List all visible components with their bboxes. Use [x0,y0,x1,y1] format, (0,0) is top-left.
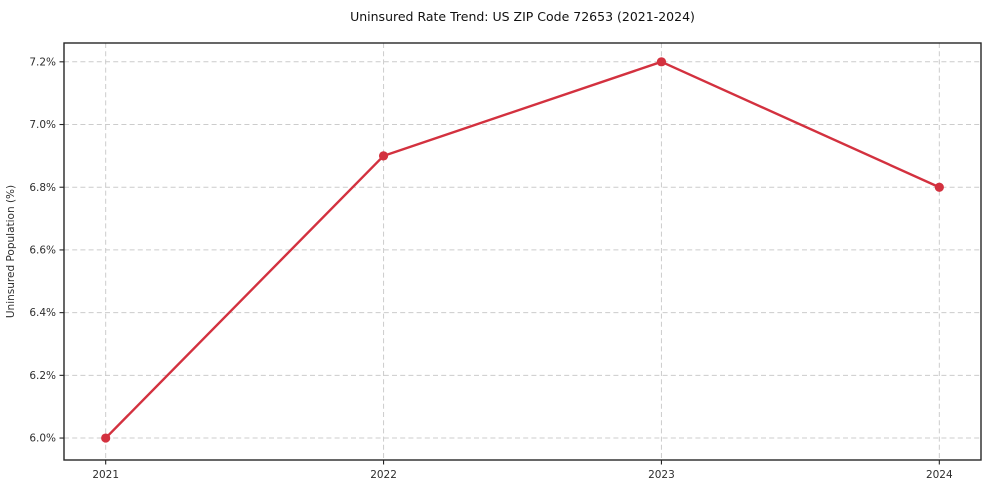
chart-title: Uninsured Rate Trend: US ZIP Code 72653 … [350,9,695,24]
gridlines [64,43,981,460]
data-point-marker [101,433,111,443]
x-tick-label: 2021 [92,469,119,481]
data-point-marker [934,182,944,192]
y-tick-label: 7.0% [29,119,56,131]
trend-line [104,60,941,440]
axis-ticks: 6.0% 6.2% 6.4% 6.6% 6.8% 7.0% 7.2% 2021 2022 2023… [29,56,953,481]
y-tick-label: 6.8% [29,182,56,194]
x-tick-label: 2022 [370,469,397,481]
y-tick-label: 6.2% [29,370,56,382]
data-point-marker [378,151,389,161]
x-tick-label: 2023 [648,469,675,481]
y-tick-label: 7.2% [29,56,56,68]
x-tick-label: 2024 [926,469,953,481]
data-series [101,57,944,443]
data-point-marker [656,57,667,67]
y-tick-label: 6.6% [29,245,56,257]
y-tick-label: 6.0% [29,433,56,445]
y-axis-label: Uninsured Population (%) [5,185,17,318]
y-tick-label: 6.4% [29,307,56,319]
plot-frame [63,42,982,461]
